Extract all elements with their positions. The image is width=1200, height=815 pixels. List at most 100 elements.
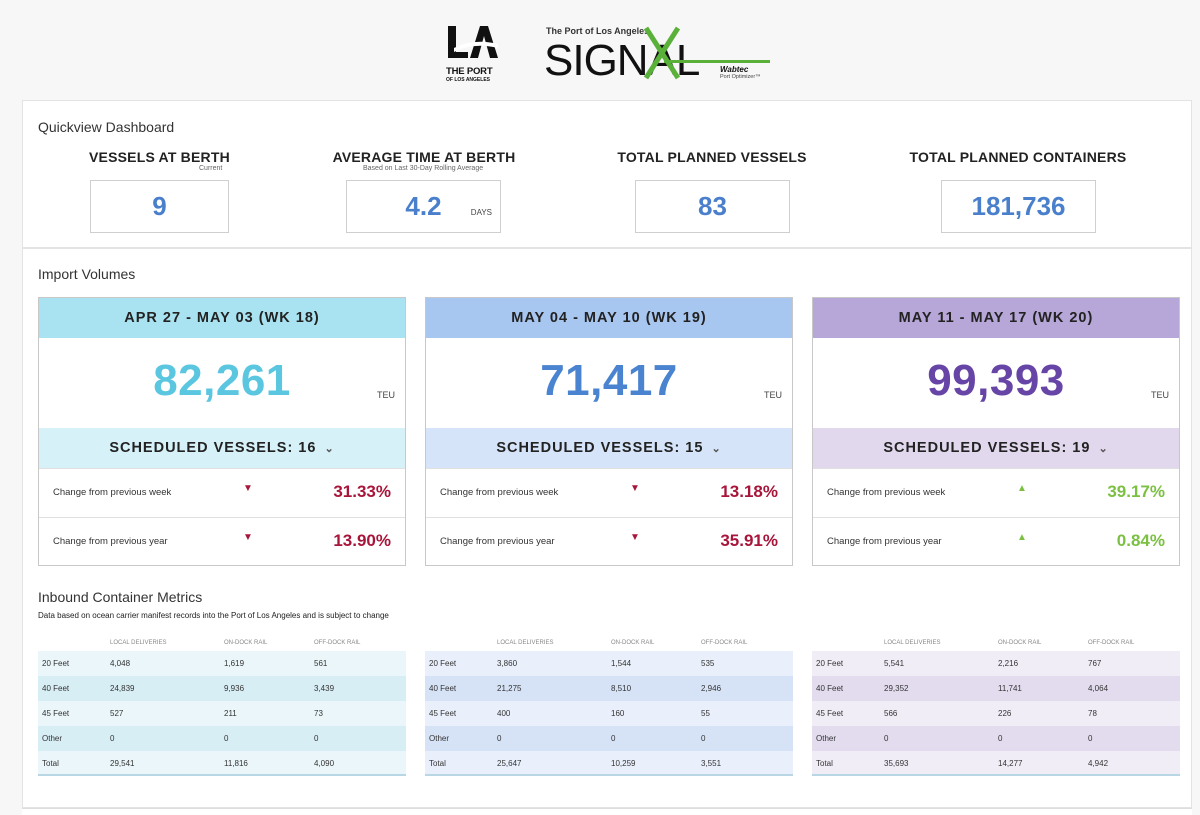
trend-arrow-icon: ▲ <box>1017 532 1027 543</box>
change-value: 39.17% <box>1107 482 1165 501</box>
bottom-panel-edge <box>22 808 1192 815</box>
cell-value: 8,510 <box>611 684 632 693</box>
kpi-value-box: 9 <box>90 180 229 233</box>
kpi-unit: DAYS <box>470 208 492 217</box>
trend-arrow-icon: ▼ <box>630 532 640 543</box>
scheduled-vessels-label: SCHEDULED VESSELS: 15 <box>496 440 704 456</box>
port-optimizer-label: Port Optimizer™ <box>720 74 761 80</box>
row-label: 40 Feet <box>429 684 457 693</box>
week-card-wk20: MAY 11 - MAY 17 (WK 20) 99,393 TEU SCHED… <box>812 297 1180 566</box>
inbound-metrics-title: Inbound Container Metrics <box>38 589 203 605</box>
change-prev-week-row: Change from previous week ▼ 13.18% <box>426 468 792 517</box>
change-prev-week-row: Change from previous week ▲ 39.17% <box>813 468 1179 517</box>
scheduled-vessels-toggle[interactable]: SCHEDULED VESSELS: 19 ⌄ <box>813 428 1179 468</box>
change-value: 13.90% <box>333 531 391 550</box>
la-mark-icon <box>448 26 498 58</box>
metrics-column-header: OFF-DOCK RAIL <box>314 640 361 646</box>
trend-arrow-icon: ▲ <box>1017 483 1027 494</box>
cell-value: 9,936 <box>224 684 245 693</box>
cell-value: 226 <box>998 709 1012 718</box>
cell-value: 35,693 <box>884 759 909 768</box>
cell-value: 55 <box>701 709 710 718</box>
header: THE PORT OF LOS ANGELES The Port of Los … <box>0 0 1200 98</box>
row-label: Other <box>429 734 450 743</box>
cell-value: 3,860 <box>497 659 518 668</box>
metrics-header-row: LOCAL DELIVERIES ON-DOCK RAIL OFF-DOCK RAI… <box>425 637 793 651</box>
table-row: 40 Feet 24,839 9,936 3,439 <box>38 676 406 701</box>
kpi-vessels-at-berth: VESSELS AT BERTH <box>89 149 230 165</box>
kpi-total-planned-vessels: TOTAL PLANNED VESSELS <box>613 149 811 165</box>
kpi-value-box: 4.2 DAYS <box>346 180 501 233</box>
kpi-label: TOTAL PLANNED VESSELS <box>617 149 807 165</box>
row-label: Other <box>816 734 837 743</box>
cell-value: 0 <box>611 734 616 743</box>
change-prev-week-row: Change from previous week ▼ 31.33% <box>39 468 405 517</box>
cell-value: 29,541 <box>110 759 135 768</box>
cell-value: 566 <box>884 709 898 718</box>
cell-value: 160 <box>611 709 625 718</box>
metrics-column-header: OFF-DOCK RAIL <box>701 640 748 646</box>
row-label: 20 Feet <box>816 659 844 668</box>
row-label: Other <box>42 734 63 743</box>
kpi-value-box: 181,736 <box>941 180 1096 233</box>
inbound-metrics-note: Data based on ocean carrier manifest rec… <box>38 611 389 620</box>
row-label: Total <box>429 759 446 768</box>
signal-underline <box>664 60 770 63</box>
metrics-column-header: LOCAL DELIVERIES <box>497 640 554 646</box>
import-volumes-title: Import Volumes <box>38 266 136 282</box>
cell-value: 0 <box>701 734 706 743</box>
week-card-wk18: APR 27 - MAY 03 (WK 18) 82,261 TEU SCHED… <box>38 297 406 566</box>
week-teu-unit: TEU <box>377 390 395 400</box>
metrics-header-row: LOCAL DELIVERIES ON-DOCK RAIL OFF-DOCK RAI… <box>38 637 406 651</box>
change-label: Change from previous week <box>53 487 172 498</box>
cell-value: 4,942 <box>1088 759 1109 768</box>
table-row: Total 25,647 10,259 3,551 <box>425 751 793 776</box>
table-row: Total 35,693 14,277 4,942 <box>812 751 1180 776</box>
cell-value: 4,064 <box>1088 684 1109 693</box>
kpi-value: 4.2 <box>405 191 442 221</box>
chevron-down-icon: ⌄ <box>1098 443 1109 455</box>
kpi-value: 181,736 <box>971 191 1066 221</box>
table-row: 20 Feet 3,860 1,544 535 <box>425 651 793 676</box>
scheduled-vessels-toggle[interactable]: SCHEDULED VESSELS: 16 ⌄ <box>39 428 405 468</box>
la-logo-line1: THE PORT <box>446 66 493 77</box>
metrics-column-header: OFF-DOCK RAIL <box>1088 640 1135 646</box>
change-value: 31.33% <box>333 482 391 501</box>
cell-value: 21,275 <box>497 684 522 693</box>
row-label: 45 Feet <box>816 709 844 718</box>
row-label: 45 Feet <box>429 709 457 718</box>
metrics-column-header: LOCAL DELIVERIES <box>110 640 167 646</box>
cell-value: 1,619 <box>224 659 245 668</box>
cell-value: 2,946 <box>701 684 722 693</box>
chevron-down-icon: ⌄ <box>324 443 335 455</box>
inbound-table-wk19: LOCAL DELIVERIES ON-DOCK RAIL OFF-DOCK RAI… <box>425 637 793 776</box>
change-prev-year-row: Change from previous year ▼ 35.91% <box>426 517 792 566</box>
kpi-label: AVERAGE TIME AT BERTH <box>332 149 516 165</box>
cell-value: 0 <box>884 734 889 743</box>
inbound-table-wk18: LOCAL DELIVERIES ON-DOCK RAIL OFF-DOCK RAI… <box>38 637 406 776</box>
cell-value: 3,439 <box>314 684 335 693</box>
metrics-column-header: ON-DOCK RAIL <box>611 640 655 646</box>
kpi-sub: Current <box>199 165 223 172</box>
change-label: Change from previous year <box>440 536 555 547</box>
trend-arrow-icon: ▼ <box>243 483 253 494</box>
cell-value: 0 <box>497 734 502 743</box>
trend-arrow-icon: ▼ <box>243 532 253 543</box>
cell-value: 4,090 <box>314 759 335 768</box>
cell-value: 1,544 <box>611 659 632 668</box>
row-label: 40 Feet <box>42 684 70 693</box>
scheduled-vessels-label: SCHEDULED VESSELS: 16 <box>109 440 317 456</box>
chevron-down-icon: ⌄ <box>711 443 722 455</box>
table-row: 40 Feet 29,352 11,741 4,064 <box>812 676 1180 701</box>
change-prev-year-row: Change from previous year ▼ 13.90% <box>39 517 405 566</box>
cell-value: 0 <box>998 734 1003 743</box>
scheduled-vessels-toggle[interactable]: SCHEDULED VESSELS: 15 ⌄ <box>426 428 792 468</box>
cell-value: 0 <box>314 734 319 743</box>
week-teu-unit: TEU <box>764 390 782 400</box>
kpi-value: 83 <box>698 191 727 221</box>
cell-value: 400 <box>497 709 511 718</box>
cell-value: 5,541 <box>884 659 905 668</box>
row-label: 45 Feet <box>42 709 70 718</box>
kpi-value: 9 <box>152 191 167 221</box>
